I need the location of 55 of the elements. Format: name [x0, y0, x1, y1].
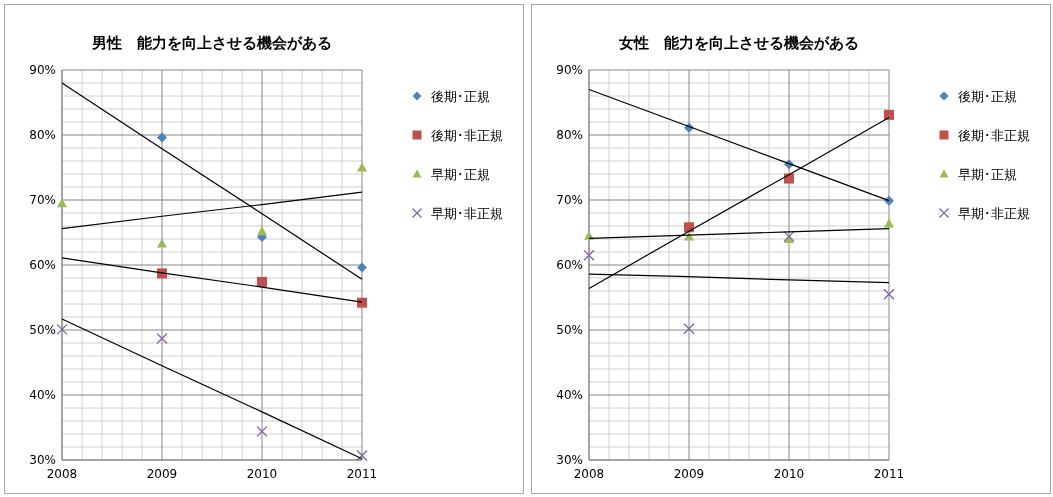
y-tick-label: 50% [29, 323, 56, 338]
point [784, 173, 794, 184]
point [357, 297, 367, 308]
legend-label: 早期･非正規 [431, 205, 503, 221]
y-tick-label: 30% [556, 453, 583, 468]
legend-label: 後期･非正規 [431, 127, 503, 143]
point [356, 449, 368, 462]
legend-label: 早期･正規 [958, 166, 1017, 182]
x-tick-label: 2010 [773, 467, 805, 481]
legend-label: 早期･非正規 [958, 205, 1030, 221]
point [357, 162, 367, 172]
point [683, 323, 695, 335]
y-tick-label: 40% [556, 388, 583, 403]
point [783, 230, 795, 243]
y-tick-label: 90% [29, 63, 56, 78]
line-series [61, 82, 363, 280]
y-tick-label: 60% [29, 258, 56, 273]
x-tick-label: 2009 [673, 467, 705, 481]
point [157, 132, 167, 143]
point [884, 109, 894, 120]
point [584, 230, 594, 240]
point [257, 226, 267, 236]
y-tick-label: 50% [556, 323, 583, 338]
y-tick-label: 90% [556, 63, 583, 78]
y-tick-label: 80% [556, 128, 583, 143]
x-tick-label: 2011 [346, 467, 378, 481]
point [357, 262, 367, 273]
point [257, 276, 267, 287]
point [56, 323, 68, 335]
x-tick-label: 2008 [46, 467, 78, 481]
legend-label: 早期･正規 [431, 166, 490, 182]
point [883, 288, 895, 300]
y-tick-label: 70% [29, 193, 56, 208]
point [884, 195, 894, 206]
y-tick-label: 70% [556, 193, 583, 208]
chart-title: 女性 能力を向上させる機会がある [618, 34, 859, 52]
chart-title: 男性 能力を向上させる機会がある [91, 34, 332, 52]
point [884, 218, 894, 228]
legend-label: 後期･正規 [958, 88, 1017, 104]
x-tick-label: 2011 [873, 467, 905, 481]
y-tick-label: 80% [29, 128, 56, 143]
y-tick-label: 60% [556, 258, 583, 273]
point [256, 425, 268, 438]
point [157, 238, 167, 248]
point [57, 198, 67, 208]
legend-label: 後期･正規 [431, 88, 490, 104]
y-tick-label: 30% [29, 453, 56, 468]
x-tick-label: 2009 [146, 467, 178, 481]
point [583, 249, 595, 261]
point [684, 222, 694, 233]
point [156, 332, 168, 345]
x-tick-label: 2010 [246, 467, 278, 481]
x-tick-label: 2008 [573, 467, 605, 481]
legend-label: 後期･非正規 [958, 127, 1030, 143]
y-tick-label: 40% [29, 388, 56, 403]
